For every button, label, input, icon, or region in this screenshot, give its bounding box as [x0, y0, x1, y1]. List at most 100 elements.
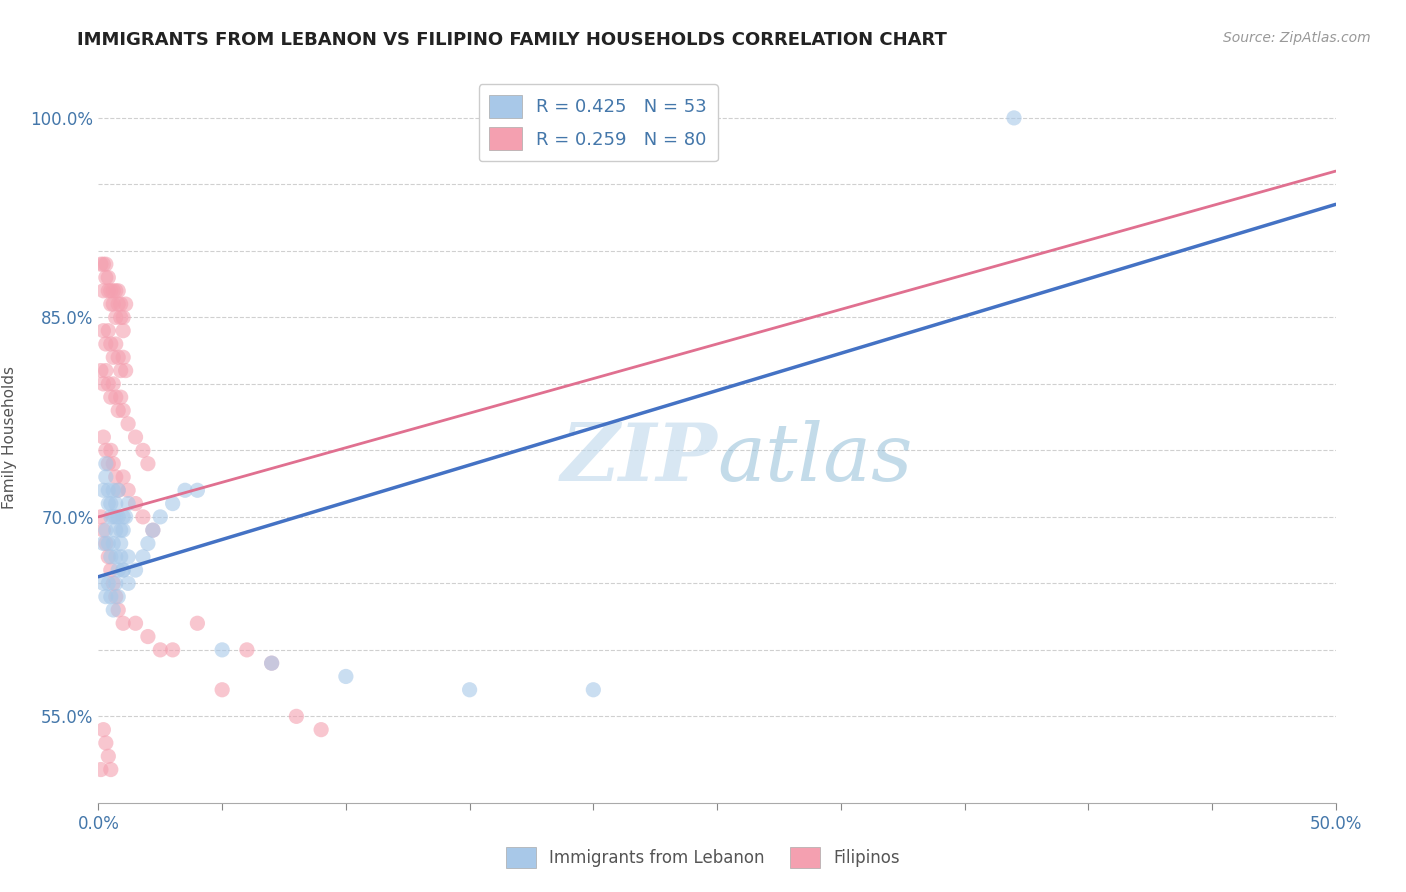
Point	[94, 736, 117, 750]
Point	[100, 509, 122, 524]
Point	[110, 310, 132, 325]
Point	[94, 363, 117, 377]
Point	[107, 351, 129, 365]
Point	[100, 497, 122, 511]
Point	[112, 470, 135, 484]
Point	[94, 337, 117, 351]
Point	[285, 709, 308, 723]
Point	[112, 563, 135, 577]
Point	[93, 284, 115, 298]
Point	[97, 497, 120, 511]
Point	[174, 483, 197, 498]
Point	[94, 590, 117, 604]
Point	[104, 470, 127, 484]
Point	[107, 403, 129, 417]
Point	[236, 643, 259, 657]
Point	[110, 297, 132, 311]
Point	[136, 536, 159, 550]
Point	[97, 749, 120, 764]
Point	[104, 549, 127, 564]
Point	[112, 509, 135, 524]
Point	[94, 443, 117, 458]
Point	[114, 297, 136, 311]
Point	[100, 590, 122, 604]
Point	[97, 536, 120, 550]
Point	[90, 763, 112, 777]
Point	[100, 297, 122, 311]
Point	[103, 351, 125, 365]
Point	[186, 483, 208, 498]
Point	[132, 549, 155, 564]
Point	[100, 337, 122, 351]
Point	[103, 457, 125, 471]
Point	[162, 643, 184, 657]
Point	[103, 576, 125, 591]
Point	[107, 483, 129, 498]
Point	[117, 483, 139, 498]
Point	[114, 363, 136, 377]
Point	[107, 483, 129, 498]
Point	[1002, 111, 1025, 125]
Point	[458, 682, 481, 697]
Point	[117, 417, 139, 431]
Point	[104, 390, 127, 404]
Point	[90, 509, 112, 524]
Point	[107, 603, 129, 617]
Point	[132, 509, 155, 524]
Point	[97, 284, 120, 298]
Text: Source: ZipAtlas.com: Source: ZipAtlas.com	[1223, 31, 1371, 45]
Point	[107, 297, 129, 311]
Point	[162, 497, 184, 511]
Point	[103, 284, 125, 298]
Point	[104, 337, 127, 351]
Point	[103, 483, 125, 498]
Point	[103, 536, 125, 550]
Point	[112, 563, 135, 577]
Point	[117, 497, 139, 511]
Point	[112, 523, 135, 537]
Point	[100, 563, 122, 577]
Point	[93, 576, 115, 591]
Point	[309, 723, 332, 737]
Point	[97, 576, 120, 591]
Point	[260, 656, 283, 670]
Point	[94, 457, 117, 471]
Point	[124, 497, 146, 511]
Point	[124, 616, 146, 631]
Y-axis label: Family Households: Family Households	[1, 366, 17, 508]
Point	[149, 509, 172, 524]
Text: atlas: atlas	[717, 420, 912, 498]
Point	[100, 763, 122, 777]
Point	[104, 590, 127, 604]
Point	[104, 310, 127, 325]
Point	[100, 390, 122, 404]
Point	[94, 470, 117, 484]
Point	[97, 324, 120, 338]
Point	[110, 523, 132, 537]
Point	[94, 270, 117, 285]
Point	[112, 351, 135, 365]
Point	[335, 669, 357, 683]
Point	[124, 563, 146, 577]
Point	[100, 549, 122, 564]
Point	[103, 297, 125, 311]
Point	[112, 310, 135, 325]
Point	[142, 523, 165, 537]
Point	[124, 430, 146, 444]
Point	[97, 270, 120, 285]
Point	[93, 376, 115, 391]
Point	[112, 324, 135, 338]
Point	[110, 390, 132, 404]
Point	[110, 363, 132, 377]
Point	[117, 549, 139, 564]
Point	[93, 257, 115, 271]
Point	[94, 523, 117, 537]
Text: IMMIGRANTS FROM LEBANON VS FILIPINO FAMILY HOUSEHOLDS CORRELATION CHART: IMMIGRANTS FROM LEBANON VS FILIPINO FAMI…	[77, 31, 948, 49]
Point	[149, 643, 172, 657]
Point	[112, 403, 135, 417]
Point	[107, 284, 129, 298]
Point	[100, 443, 122, 458]
Point	[260, 656, 283, 670]
Text: ZIP: ZIP	[560, 420, 717, 498]
Point	[93, 483, 115, 498]
